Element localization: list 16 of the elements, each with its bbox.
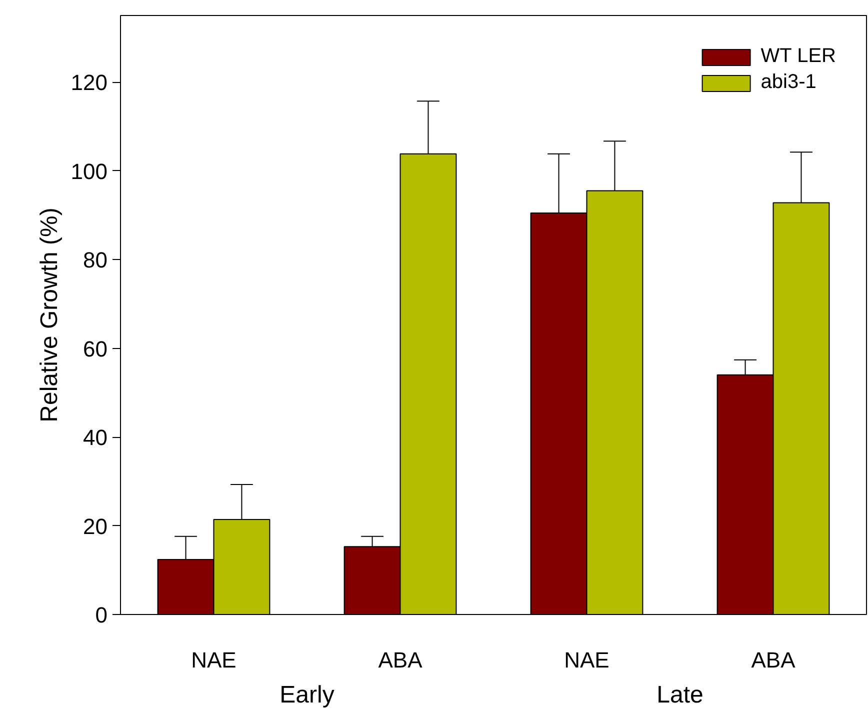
x-tick-label: NAE [191, 648, 236, 672]
y-tick-label: 40 [83, 425, 108, 450]
y-axis-title: Relative Growth (%) [36, 208, 63, 422]
text: Early [280, 682, 334, 708]
y-tick-label: 60 [83, 336, 108, 362]
x-tick-label: ABA [378, 648, 423, 672]
y-tick-label: 0 [95, 602, 108, 628]
legend-label: WT LER [760, 45, 836, 68]
text: Late [656, 682, 704, 708]
y-tick-label: 20 [83, 514, 108, 539]
x-tick-label: ABA [751, 648, 796, 672]
y-tick-label: 120 [70, 70, 108, 96]
legend-label: abi3-1 [760, 71, 816, 94]
y-tick-label: 100 [70, 158, 108, 184]
x-tick-label: NAE [564, 648, 610, 672]
y-tick-label: 80 [83, 248, 108, 273]
